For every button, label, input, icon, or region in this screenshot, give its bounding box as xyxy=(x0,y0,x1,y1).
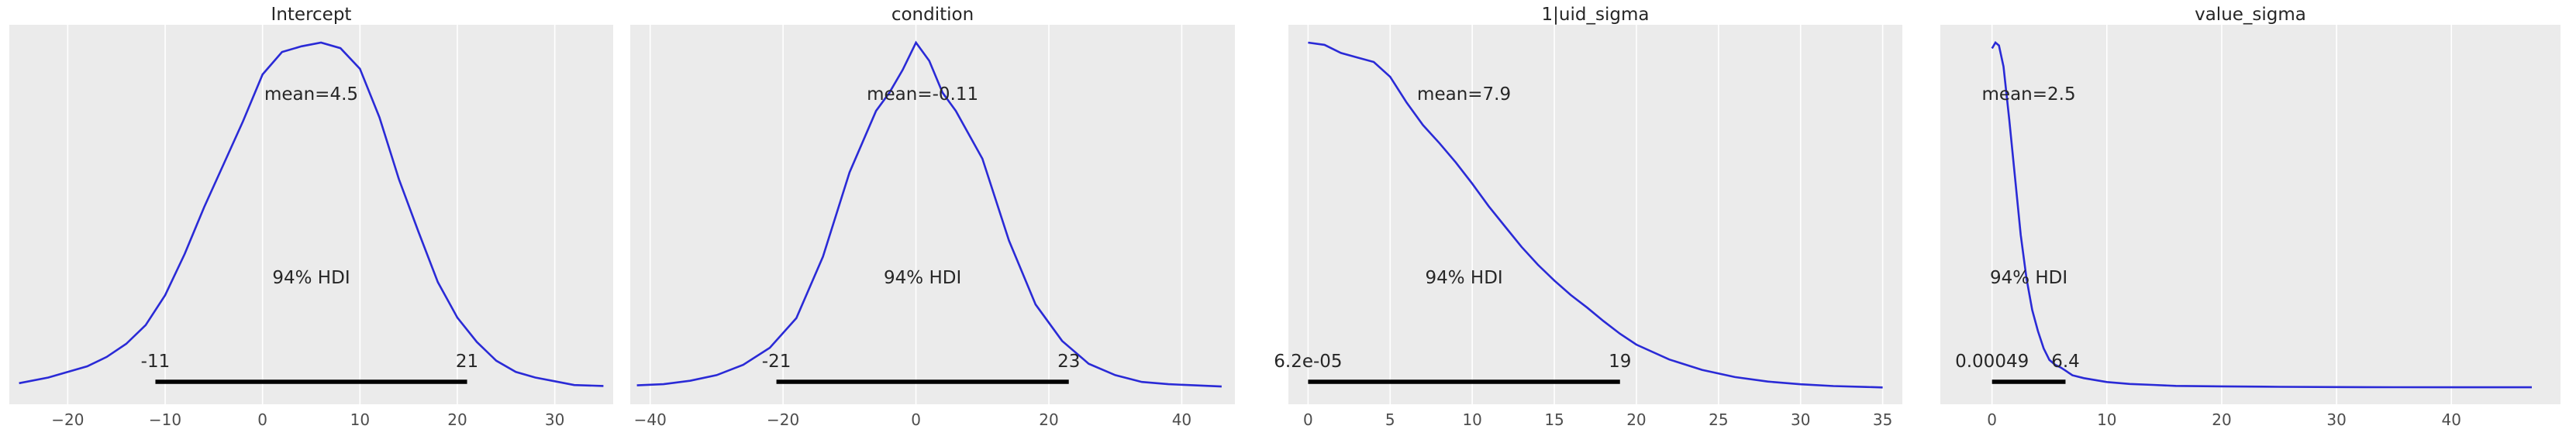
gridlines xyxy=(649,25,1183,404)
panel-condition: −40 −20 0 20 40 condition mean=-0.11 94% HDI… xyxy=(630,5,1235,429)
x-tick-label: 25 xyxy=(1709,410,1728,429)
hdi-high-label: 19 xyxy=(1609,352,1631,372)
x-tick-label: 15 xyxy=(1544,410,1564,429)
hdi-label: 94% HDI xyxy=(1425,268,1502,288)
x-tick-label: 30 xyxy=(1791,410,1810,429)
x-tick-label: 0 xyxy=(1303,410,1313,429)
x-axis-ticks: 0 5 10 15 20 25 30 35 xyxy=(1303,410,1892,429)
x-axis-ticks: −20 −10 0 10 20 30 xyxy=(51,410,564,429)
plot-area xyxy=(9,25,613,404)
plot-area xyxy=(1288,25,1902,404)
hdi-low-label: 6.2e-05 xyxy=(1274,352,1342,372)
hdi-high-label: 6.4 xyxy=(2051,352,2080,372)
panel-uid-sigma: 0 5 10 15 20 25 30 35 1|uid_sigma mean=7.9 94% … xyxy=(1274,5,1902,429)
hdi-low-label: -11 xyxy=(141,352,171,372)
mean-label: mean=7.9 xyxy=(1417,84,1511,105)
x-tick-label: 30 xyxy=(545,410,564,429)
kde-curve xyxy=(1991,41,2532,389)
x-tick-label: 40 xyxy=(2442,410,2461,429)
x-tick-label: 30 xyxy=(2326,410,2346,429)
mean-label: mean=4.5 xyxy=(264,84,358,105)
x-tick-label: 0 xyxy=(257,410,267,429)
x-tick-label: −20 xyxy=(767,410,799,429)
plot-area xyxy=(630,25,1235,404)
x-axis-ticks: 0 10 20 30 40 xyxy=(1987,410,2461,429)
x-tick-label: 20 xyxy=(447,410,467,429)
plot-area xyxy=(1940,25,2560,404)
x-tick-label: 5 xyxy=(1385,410,1395,429)
x-tick-label: −10 xyxy=(149,410,181,429)
x-tick-label: 10 xyxy=(1462,410,1481,429)
panel-title: Intercept xyxy=(271,5,352,25)
x-tick-label: 40 xyxy=(1172,410,1191,429)
x-tick-label: 10 xyxy=(350,410,370,429)
x-tick-label: 20 xyxy=(1039,410,1058,429)
x-tick-label: 0 xyxy=(911,410,921,429)
kde-curve xyxy=(1308,41,1883,389)
x-tick-label: 0 xyxy=(1987,410,1997,429)
panel-title: condition xyxy=(891,5,974,25)
x-tick-label: 20 xyxy=(2212,410,2231,429)
hdi-high-label: 23 xyxy=(1057,352,1080,372)
x-tick-label: 35 xyxy=(1873,410,1892,429)
hdi-low-label: 0.00049 xyxy=(1955,352,2029,372)
gridlines xyxy=(1991,25,2453,404)
mean-label: mean=-0.11 xyxy=(867,84,978,105)
x-tick-label: 10 xyxy=(2097,410,2116,429)
x-tick-label: 20 xyxy=(1626,410,1646,429)
panel-value-sigma: 0 10 20 30 40 value_sigma mean=2.5 94% HDI 0… xyxy=(1940,5,2560,429)
hdi-label: 94% HDI xyxy=(1990,268,2067,288)
hdi-label: 94% HDI xyxy=(272,268,350,288)
kde-curve xyxy=(19,41,604,387)
hdi-low-label: -21 xyxy=(762,352,791,372)
panel-title: 1|uid_sigma xyxy=(1542,5,1650,25)
kde-curve xyxy=(636,40,1222,388)
gridlines xyxy=(1307,25,1884,404)
panel-intercept: −20 −10 0 10 20 30 Intercept mean=4.5 94% HDI… xyxy=(9,5,613,429)
x-tick-label: −20 xyxy=(51,410,84,429)
mean-label: mean=2.5 xyxy=(1982,84,2076,105)
x-tick-label: −40 xyxy=(634,410,667,429)
hdi-label: 94% HDI xyxy=(884,268,961,288)
x-axis-ticks: −40 −20 0 20 40 xyxy=(634,410,1192,429)
panel-title: value_sigma xyxy=(2195,5,2306,25)
hdi-high-label: 21 xyxy=(456,352,478,372)
gridlines xyxy=(67,25,556,404)
